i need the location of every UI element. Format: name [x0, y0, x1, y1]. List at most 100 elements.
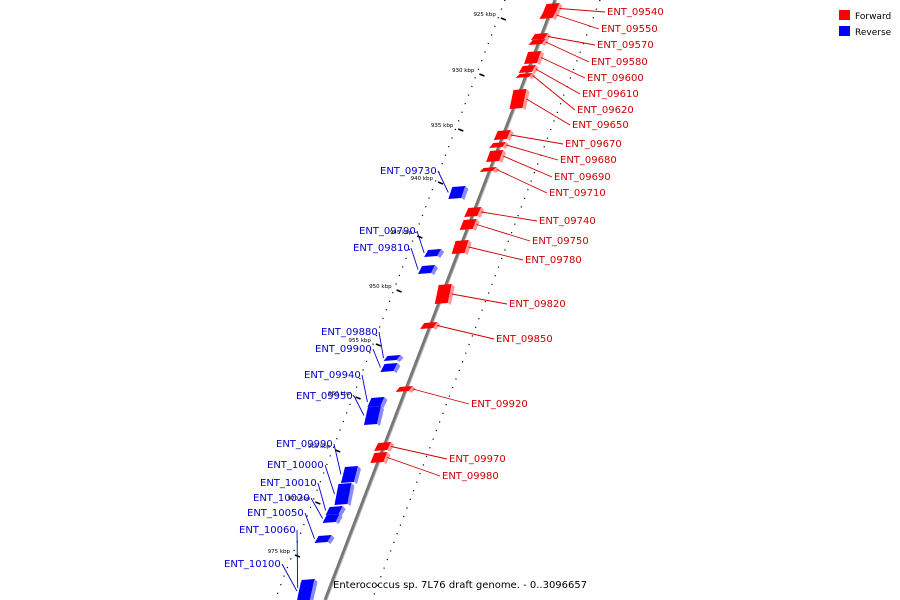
forward-gene-leader-line [540, 57, 586, 79]
forward-gene-feature[interactable] [518, 65, 539, 74]
forward-gene-block [479, 167, 497, 172]
reverse-gene-feature[interactable] [380, 363, 401, 373]
forward-gene-feature[interactable] [370, 452, 391, 464]
reverse-gene-feature[interactable] [297, 581, 317, 600]
scale-tick-label: 955 kbp [348, 338, 371, 344]
forward-gene-label[interactable]: ENT_09690 [554, 172, 611, 183]
reverse-gene-label[interactable]: ENT_10050 [247, 508, 304, 519]
forward-gene-label[interactable]: ENT_09540 [607, 7, 664, 18]
forward-gene-block [489, 142, 507, 148]
forward-gene-leader-line [481, 211, 538, 222]
reverse-gene-block [380, 363, 398, 372]
forward-gene-block [528, 39, 546, 45]
scale-tick-mark [500, 17, 507, 21]
forward-gene-feature[interactable] [493, 130, 514, 141]
forward-gene-label[interactable]: ENT_09750 [532, 236, 589, 247]
forward-gene-leader-line [510, 134, 564, 145]
forward-gene-label[interactable]: ENT_09820 [509, 299, 566, 310]
reverse-gene-label[interactable]: ENT_10000 [267, 460, 324, 471]
forward-gene-feature[interactable] [420, 322, 441, 330]
forward-gene-label[interactable]: ENT_09580 [591, 57, 648, 68]
reverse-gene-feature[interactable] [448, 186, 469, 200]
forward-gene-block [370, 452, 388, 463]
reverse-gene-label[interactable]: ENT_09880 [321, 327, 378, 338]
forward-gene-side [433, 322, 441, 330]
reverse-gene-label[interactable]: ENT_09810 [353, 243, 410, 254]
reverse-gene-label[interactable]: ENT_10100 [224, 559, 281, 570]
reverse-gene-leader-line [410, 247, 419, 270]
reverse-gene-feature[interactable] [340, 466, 361, 484]
reverse-gene-label[interactable]: ENT_10010 [260, 478, 317, 489]
forward-gene-feature[interactable] [464, 207, 485, 218]
forward-gene-feature[interactable] [486, 150, 507, 163]
forward-gene-side [499, 150, 507, 163]
reverse-gene-label[interactable]: ENT_09900 [315, 344, 372, 355]
legend: Forward Reverse [839, 10, 892, 38]
reverse-gene-feature[interactable] [367, 397, 388, 408]
forward-gene-label[interactable]: ENT_09610 [582, 89, 639, 100]
legend-reverse-swatch [839, 26, 850, 36]
genome-caption: Enterococcus sp. 7L76 draft genome. - 0.… [333, 580, 587, 591]
forward-gene-feature[interactable] [434, 284, 455, 305]
forward-gene-block [515, 73, 533, 78]
forward-gene-feature[interactable] [509, 89, 530, 110]
forward-gene-feature[interactable] [489, 142, 510, 149]
reverse-gene-side [347, 483, 355, 506]
scale-tick-label: 970 kbp [288, 496, 311, 502]
forward-gene-block [420, 322, 438, 329]
forward-gene-leader-line [535, 68, 581, 95]
forward-gene-label[interactable]: ENT_09780 [525, 255, 582, 266]
legend-forward-swatch [839, 10, 850, 20]
forward-gene-label[interactable]: ENT_09850 [496, 334, 553, 345]
forward-gene-label[interactable]: ENT_09740 [539, 216, 596, 227]
forward-gene-label[interactable]: ENT_09650 [572, 120, 629, 131]
forward-gene-feature[interactable] [539, 11, 560, 20]
reverse-gene-feature[interactable] [322, 514, 343, 524]
reverse-gene-feature[interactable] [325, 506, 346, 516]
forward-gene-label[interactable]: ENT_09920 [471, 399, 528, 410]
reverse-gene-label[interactable]: ENT_10020 [253, 493, 310, 504]
guide-line-left [274, 0, 506, 600]
forward-gene-side [502, 142, 510, 149]
scale-tick-mark [396, 289, 402, 293]
reverse-gene-feature[interactable] [314, 535, 335, 544]
reverse-gene-leader-line [378, 331, 384, 359]
forward-gene-feature[interactable] [459, 219, 480, 231]
forward-gene-label[interactable]: ENT_09600 [587, 73, 644, 84]
forward-gene-feature[interactable] [524, 51, 545, 65]
forward-gene-feature[interactable] [515, 73, 536, 79]
forward-gene-label[interactable]: ENT_09980 [442, 471, 499, 482]
forward-gene-side [447, 284, 455, 305]
reverse-gene-label[interactable]: ENT_09950 [296, 391, 353, 402]
forward-gene-feature[interactable] [374, 442, 395, 452]
forward-gene-feature[interactable] [451, 240, 472, 255]
forward-gene-feature[interactable] [528, 39, 549, 46]
reverse-gene-label[interactable]: ENT_09940 [304, 370, 361, 381]
forward-gene-block [374, 442, 392, 451]
reverse-gene-block [418, 265, 436, 274]
legend-reverse-label: Reverse [855, 28, 892, 38]
reverse-gene-feature[interactable] [424, 249, 445, 258]
forward-gene-feature[interactable] [395, 386, 416, 393]
forward-gene-side [531, 65, 539, 74]
forward-gene-side [492, 167, 500, 173]
reverse-gene-feature[interactable] [383, 355, 404, 362]
forward-gene-label[interactable]: ENT_09670 [565, 139, 622, 150]
reverse-gene-feature[interactable] [363, 406, 384, 426]
forward-gene-label[interactable]: ENT_09680 [560, 155, 617, 166]
forward-gene-label[interactable]: ENT_09570 [597, 40, 654, 51]
reverse-gene-label[interactable]: ENT_09790 [359, 226, 416, 237]
forward-gene-label[interactable]: ENT_09970 [449, 454, 506, 465]
reverse-gene-label[interactable]: ENT_09730 [380, 166, 437, 177]
reverse-gene-label[interactable]: ENT_10060 [239, 525, 296, 536]
legend-forward-label: Forward [855, 12, 891, 22]
forward-gene-label[interactable]: ENT_09550 [601, 24, 658, 35]
reverse-gene-feature[interactable] [418, 265, 439, 275]
forward-gene-feature[interactable] [530, 33, 551, 41]
forward-gene-label[interactable]: ENT_09710 [549, 188, 606, 199]
forward-gene-side [541, 39, 549, 46]
reverse-gene-feature[interactable] [334, 483, 355, 506]
forward-gene-label[interactable]: ENT_09620 [577, 105, 634, 116]
reverse-gene-label[interactable]: ENT_09990 [276, 439, 333, 450]
forward-gene-feature[interactable] [479, 167, 500, 173]
